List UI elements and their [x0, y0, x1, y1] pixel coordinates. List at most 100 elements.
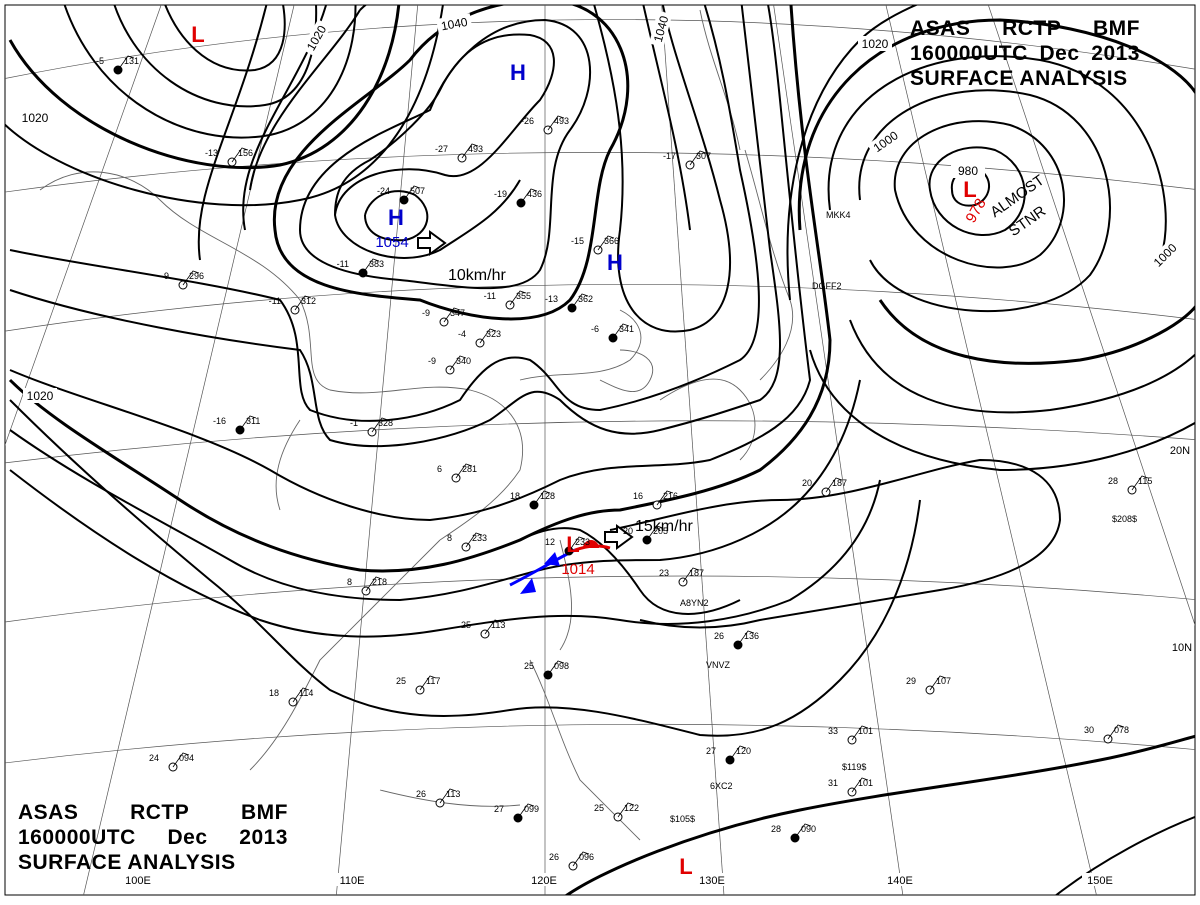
motion-arrow-icon: [604, 524, 634, 550]
ship-callsign: $119$: [842, 762, 866, 772]
station-temperature: -4: [458, 329, 466, 339]
station-plot: 24 094: [149, 752, 194, 772]
station-temperature: 20: [802, 478, 812, 488]
station-pressure: 098: [554, 661, 569, 671]
station-pressure: 347: [450, 308, 465, 318]
station-pressure: 136: [744, 631, 759, 641]
wind-barb-icon: [439, 788, 457, 804]
station-pressure: 366: [604, 236, 619, 246]
station-pressure: 311: [246, 416, 260, 426]
wind-barb-icon: [689, 150, 707, 166]
station-pressure: 090: [801, 824, 816, 834]
wind-barb-icon: [484, 619, 502, 635]
wind-barb-icon: [455, 463, 473, 479]
wind-barb-icon: [182, 270, 200, 286]
wind-barb-icon: [794, 823, 812, 839]
station-pressure: 115: [1138, 476, 1152, 486]
wind-barb-icon: [443, 307, 461, 323]
wind-barb-icon: [172, 752, 190, 768]
station-plot: 25 117: [396, 675, 440, 695]
station-plot: 25 113: [461, 619, 505, 639]
station-plot: 18 114: [269, 687, 313, 707]
station-pressure: 436: [527, 189, 542, 199]
wind-barb-icon: [568, 536, 586, 552]
station-plot: -11 312: [269, 295, 316, 315]
station-temperature: 24: [149, 753, 159, 763]
ship-callsign: $208$: [1112, 514, 1137, 524]
station-pressure: 122: [624, 803, 639, 813]
cold-front-triangle: [544, 552, 560, 566]
station-plot: 8 233: [447, 532, 487, 552]
station-plot: 33 101: [828, 725, 873, 745]
wind-barb-icon: [465, 532, 483, 548]
station-plot: -16 311: [213, 415, 260, 435]
station-pressure: 307: [696, 151, 711, 161]
wind-barb-icon: [239, 415, 257, 431]
low-center-symbol: L: [566, 532, 579, 557]
wind-barb-icon: [403, 185, 421, 201]
isobar-label: 1040: [440, 15, 469, 33]
header-agency: ASAS: [910, 17, 971, 40]
station-temperature: 26: [549, 852, 559, 862]
wind-barb-icon: [1131, 475, 1149, 491]
station-pressure: 233: [472, 533, 487, 543]
wind-barb-icon: [294, 295, 312, 311]
station-plot: -1 328: [350, 417, 393, 437]
station-temperature: 18: [510, 491, 520, 501]
station-plot: -19 436: [494, 188, 542, 208]
station-plot: -5 131: [96, 55, 139, 75]
motion-arrow-icon: [417, 230, 447, 256]
station-plot: -6 341: [591, 323, 634, 343]
wind-barb-icon: [617, 802, 635, 818]
station-plot: 23 187: [659, 567, 704, 587]
station-plot: -4 323: [458, 328, 501, 348]
station-temperature: 8: [447, 533, 452, 543]
station-plot: 25 122: [594, 802, 639, 822]
station-temperature: 25: [524, 661, 534, 671]
station-temperature: -9: [422, 308, 430, 318]
station-pressure: 296: [189, 271, 204, 281]
station-plot: 20 205: [623, 525, 668, 545]
station-plot: 20 187: [802, 477, 847, 497]
station-plot: 27 099: [494, 803, 539, 823]
wind-barb-icon: [371, 417, 389, 433]
station-plot: 29 107: [906, 675, 951, 695]
motion-speed-label: 15km/hr: [635, 518, 693, 535]
wind-barb-icon: [597, 235, 615, 251]
station-pressure: 128: [540, 491, 555, 501]
fronts: [509, 540, 611, 594]
header-block-bottom: ASAS RCTP BMF 160000UTC Dec 2013 SURFACE…: [18, 800, 288, 875]
station-temperature: 25: [461, 620, 471, 630]
station-pressure: 099: [524, 804, 539, 814]
station-plot: -13 156: [205, 147, 253, 167]
center-pressure-value: 1014: [561, 561, 594, 578]
station-pressure: 281: [462, 464, 477, 474]
station-pressure: 216: [663, 491, 678, 501]
station-pressure: 078: [1114, 725, 1129, 735]
station-pressure: 493: [468, 144, 483, 154]
ship-callsign: 6XC2: [710, 781, 733, 791]
warm-front-semicircle: [583, 540, 599, 548]
latitude-label: 10N: [1172, 642, 1192, 654]
wind-barb-icon: [517, 803, 535, 819]
station-pressure: 362: [578, 294, 593, 304]
station-pressure: 340: [456, 356, 471, 366]
wind-barb-icon: [231, 147, 249, 163]
station-temperature: -24: [377, 186, 390, 196]
ship-callsign: VNVZ: [706, 660, 731, 670]
station-pressure: 205: [653, 526, 668, 536]
station-temperature: 8: [347, 577, 352, 587]
station-temperature: -17: [663, 151, 676, 161]
motion-arrows: [417, 230, 634, 550]
station-pressure: 101: [858, 778, 873, 788]
station-pressure: 328: [378, 418, 393, 428]
station-pressure: 114: [299, 688, 313, 698]
station-pressure: 113: [446, 789, 460, 799]
station-plot: 30 078: [1084, 724, 1129, 744]
station-plot: 25 098: [524, 660, 569, 680]
wind-barb-icon: [547, 115, 565, 131]
station-pressure: 113: [491, 620, 505, 630]
map-frame: [4, 4, 1196, 896]
wind-barb-icon: [825, 477, 843, 493]
